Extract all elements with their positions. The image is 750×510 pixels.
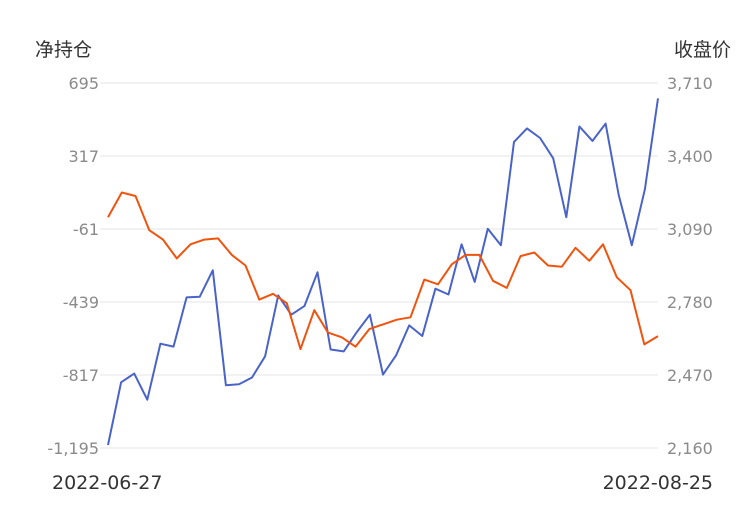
left-tick-label: 695: [68, 74, 99, 93]
left-tick-label: -61: [73, 220, 99, 239]
right-tick-label: 3,400: [667, 147, 713, 166]
right-tick-label: 3,710: [667, 74, 713, 93]
x-start-label: 2022-06-27: [52, 472, 162, 494]
gridlines: [100, 82, 658, 449]
right-tick-label: 2,470: [667, 366, 713, 385]
left-tick-label: -817: [63, 366, 99, 385]
right-tick-label: 2,780: [667, 293, 713, 312]
net-position-line: [107, 98, 659, 446]
right-axis: 3,710 3,400 3,090 2,780 2,470 2,160: [667, 74, 713, 458]
left-axis-title: 净持仓: [35, 39, 92, 61]
series-lines: [107, 98, 659, 446]
left-tick-label: -439: [63, 293, 99, 312]
right-tick-label: 2,160: [667, 439, 713, 458]
left-tick-label: 317: [68, 147, 99, 166]
close-price-line: [107, 191, 659, 351]
left-axis: 695 317 -61 -439 -817 -1,195: [47, 74, 99, 458]
x-end-label: 2022-08-25: [603, 472, 713, 494]
left-tick-label: -1,195: [47, 439, 99, 458]
right-tick-label: 3,090: [667, 220, 713, 239]
right-axis-title: 收盘价: [674, 39, 731, 61]
